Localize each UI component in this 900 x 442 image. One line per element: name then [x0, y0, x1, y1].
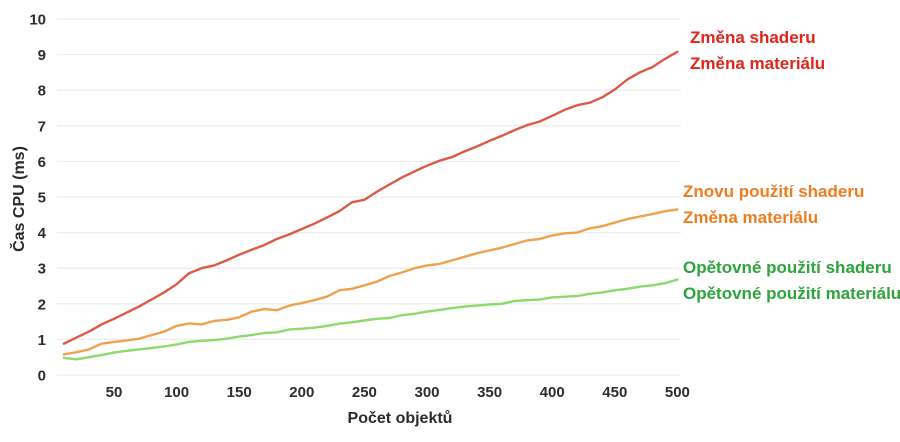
x-tick-label: 300: [414, 384, 439, 401]
series-label-line: Opětovné použití materiálu: [683, 284, 900, 303]
y-tick-label: 0: [38, 368, 46, 385]
y-tick-label: 2: [38, 296, 46, 313]
y-tick-label: 10: [29, 12, 46, 29]
series-line-1: [62, 208, 679, 356]
series-label-line: Změna shaderu: [690, 28, 816, 47]
x-tick-label: 400: [540, 384, 565, 401]
y-axis-title: Čas CPU (ms): [11, 146, 28, 252]
y-tick-label: 6: [38, 154, 46, 171]
y-tick-label: 3: [38, 261, 46, 278]
series-label-line: Znovu použití shaderu: [683, 182, 865, 201]
y-tick-label: 8: [38, 83, 46, 100]
series-label-line: Opětovné použití shaderu: [683, 258, 892, 277]
x-tick-label: 50: [106, 384, 123, 401]
x-tick-label: 500: [665, 384, 690, 401]
y-tick-label: 9: [38, 47, 46, 64]
y-tick-label: 5: [38, 190, 46, 207]
x-tick-label: 200: [289, 384, 314, 401]
series-line-2: [62, 278, 679, 361]
x-tick-label: 450: [602, 384, 627, 401]
y-tick-label: 4: [38, 225, 47, 242]
series-label-line: Změna materiálu: [690, 54, 826, 73]
x-axis-title: Počet objektů: [347, 410, 453, 427]
x-tick-label: 250: [352, 384, 377, 401]
series-label-shader-change: Změna shaderu Změna materiálu: [690, 25, 825, 77]
series-label-shader-reuse-material-change: Znovu použití shaderu Změna materiálu: [683, 179, 864, 231]
series-label-shader-and-material-reuse: Opětovné použití shaderu Opětovné použit…: [683, 255, 900, 307]
y-tick-label: 7: [38, 118, 46, 135]
y-tick-label: 1: [38, 332, 46, 349]
x-tick-label: 150: [227, 384, 252, 401]
series-line-0: [62, 50, 679, 345]
x-tick-label: 100: [164, 384, 189, 401]
series-label-line: Změna materiálu: [683, 208, 819, 227]
x-tick-label: 350: [477, 384, 502, 401]
